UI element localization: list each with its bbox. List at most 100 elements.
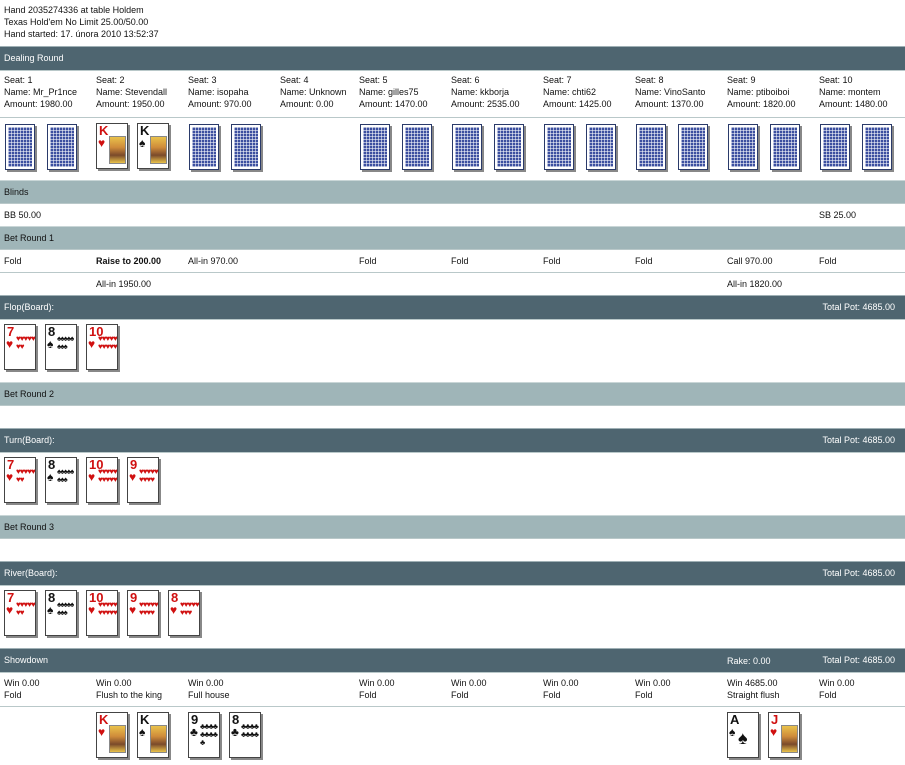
card-rank: 9 [130, 457, 138, 472]
card-back-icon [862, 124, 892, 170]
card-rank: 8 [48, 590, 56, 605]
card-rank: 10 [89, 457, 104, 472]
river-board: 7 ♥ ♥♥♥♥♥♥♥ 8 ♠ ♠♠♠♠♠♠♠♠ 10 ♥ ♥♥♥♥♥♥♥♥♥♥ 9 ♥ ♥♥♥♥♥♥… [0, 585, 905, 648]
card-suit: ♥ [6, 603, 14, 617]
player-name: Name: Mr_Pr1nce [4, 87, 78, 97]
shown-card: K ♥ [96, 712, 128, 758]
card-rank: 9 [191, 712, 199, 727]
hand-result: Fold [4, 690, 22, 700]
card-suit: ♥ [98, 136, 106, 150]
card-suit: ♥ [88, 470, 96, 484]
win-amount: Win 0.00 [4, 678, 40, 688]
section-title: Bet Round 3 [4, 522, 55, 532]
hole-card: K ♠ [137, 123, 169, 169]
court-figure-icon [109, 136, 126, 164]
section-bet-round-1: Bet Round 1 [0, 226, 905, 249]
section-dealing-round: Dealing Round [0, 46, 905, 70]
card-rank: 8 [171, 590, 179, 605]
player-amount: Amount: 1980.00 [4, 99, 73, 109]
hole-cards-row: K ♥ K ♠ [0, 117, 905, 181]
player-action: Fold [819, 256, 837, 266]
card-rank: 7 [7, 590, 15, 605]
card-suit: ♠ [729, 725, 736, 739]
card-pips-icon: ♥♥♥♥♥♥♥♥♥♥ [98, 467, 117, 484]
seat-number: Seat: 2 [96, 75, 125, 85]
card-suit: ♥ [88, 337, 96, 351]
card-pips-icon: ♥♥♥♥♥♥♥ [16, 334, 35, 351]
seat-number: Seat: 1 [4, 75, 33, 85]
hole-card: K ♥ [96, 123, 128, 169]
showdown-cards-row: K ♥ K ♠ 9 ♣ ♣♣♣♣♣♣♣♣♣ 8 ♣ ♣♣♣♣♣♣♣♣ A ♠ ♠ J ♥ [0, 706, 905, 765]
card-suit: ♣ [190, 725, 198, 739]
section-river: River(Board): Total Pot: 4685.00 [0, 561, 905, 585]
win-amount: Win 0.00 [96, 678, 132, 688]
board-card: 10 ♥ ♥♥♥♥♥♥♥♥♥♥ [86, 324, 118, 370]
board-card: 8 ♠ ♠♠♠♠♠♠♠♠ [45, 590, 77, 636]
card-back-icon [728, 124, 758, 170]
bet-round-1-row-2: All-in 1950.00 All-in 1820.00 [0, 272, 905, 295]
board-card: 8 ♥ ♥♥♥♥♥♥♥♥ [168, 590, 200, 636]
card-pips-icon: ♥♥♥♥♥♥♥ [16, 600, 35, 617]
hand-result: Fold [543, 690, 561, 700]
seat-number: Seat: 10 [819, 75, 853, 85]
card-back-icon [770, 124, 800, 170]
section-title: Blinds [4, 187, 29, 197]
win-amount: Win 4685.00 [727, 678, 778, 688]
section-title: River(Board): [4, 568, 58, 578]
player-name: Name: ptiboiboi [727, 87, 790, 97]
section-blinds: Blinds [0, 180, 905, 203]
card-pips-icon: ♣♣♣♣♣♣♣♣ [241, 722, 259, 739]
board-card: 7 ♥ ♥♥♥♥♥♥♥ [4, 457, 36, 503]
card-pips-icon: ♠♠♠♠♠♠♠♠ [57, 600, 74, 617]
player-name: Name: Stevendall [96, 87, 168, 97]
player-action: All-in 970.00 [188, 256, 239, 266]
court-figure-icon [150, 725, 167, 753]
seat-number: Seat: 9 [727, 75, 756, 85]
total-pot: Total Pot: 4685.00 [822, 568, 895, 578]
win-amount: Win 0.00 [819, 678, 855, 688]
card-suit: ♥ [88, 603, 96, 617]
card-back-icon [402, 124, 432, 170]
card-pips-icon: ♥♥♥♥♥♥♥♥♥♥ [98, 600, 117, 617]
card-back-icon [820, 124, 850, 170]
player-action: Fold [451, 256, 469, 266]
player-name: Name: VinoSanto [635, 87, 706, 97]
board-card: 7 ♥ ♥♥♥♥♥♥♥ [4, 590, 36, 636]
card-rank: K [140, 123, 150, 138]
card-rank: 10 [89, 324, 104, 339]
section-title: Showdown [4, 655, 49, 665]
court-figure-icon [781, 725, 798, 753]
card-suit: ♠ [47, 470, 54, 484]
hand-result: Flush to the king [96, 690, 163, 700]
card-rank: K [99, 123, 109, 138]
board-card: 9 ♥ ♥♥♥♥♥♥♥♥♥ [127, 590, 159, 636]
card-suit: ♠ [47, 337, 54, 351]
seat-number: Seat: 6 [451, 75, 480, 85]
section-bet-round-3: Bet Round 3 [0, 515, 905, 538]
win-amount: Win 0.00 [635, 678, 671, 688]
total-pot: Total Pot: 4685.00 [822, 435, 895, 445]
blind-seat1: BB 50.00 [4, 210, 42, 220]
card-back-icon [360, 124, 390, 170]
hand-result: Fold [635, 690, 653, 700]
blinds-row: BB 50.00 SB 25.00 [0, 203, 905, 226]
section-showdown: Showdown Rake: 0.00 Total Pot: 4685.00 [0, 648, 905, 672]
card-pips-icon: ♠♠♠♠♠♠♠♠ [57, 334, 74, 351]
card-rank: A [730, 712, 740, 727]
player-amount: Amount: 0.00 [280, 99, 334, 109]
card-pips-icon: ♥♥♥♥♥♥♥♥ [180, 600, 199, 617]
card-rank: 8 [48, 324, 56, 339]
card-suit: ♣ [231, 725, 239, 739]
card-back-icon [231, 124, 261, 170]
card-suit: ♥ [6, 470, 14, 484]
win-amount: Win 0.00 [188, 678, 224, 688]
card-back-icon [189, 124, 219, 170]
bet-round-3-row [0, 538, 905, 561]
card-rank: J [771, 712, 779, 727]
player-amount: Amount: 2535.00 [451, 99, 520, 109]
shown-card: 8 ♣ ♣♣♣♣♣♣♣♣ [229, 712, 261, 758]
section-title: Flop(Board): [4, 302, 55, 312]
court-figure-icon [150, 136, 167, 164]
board-card: 9 ♥ ♥♥♥♥♥♥♥♥♥ [127, 457, 159, 503]
card-rank: K [99, 712, 109, 727]
